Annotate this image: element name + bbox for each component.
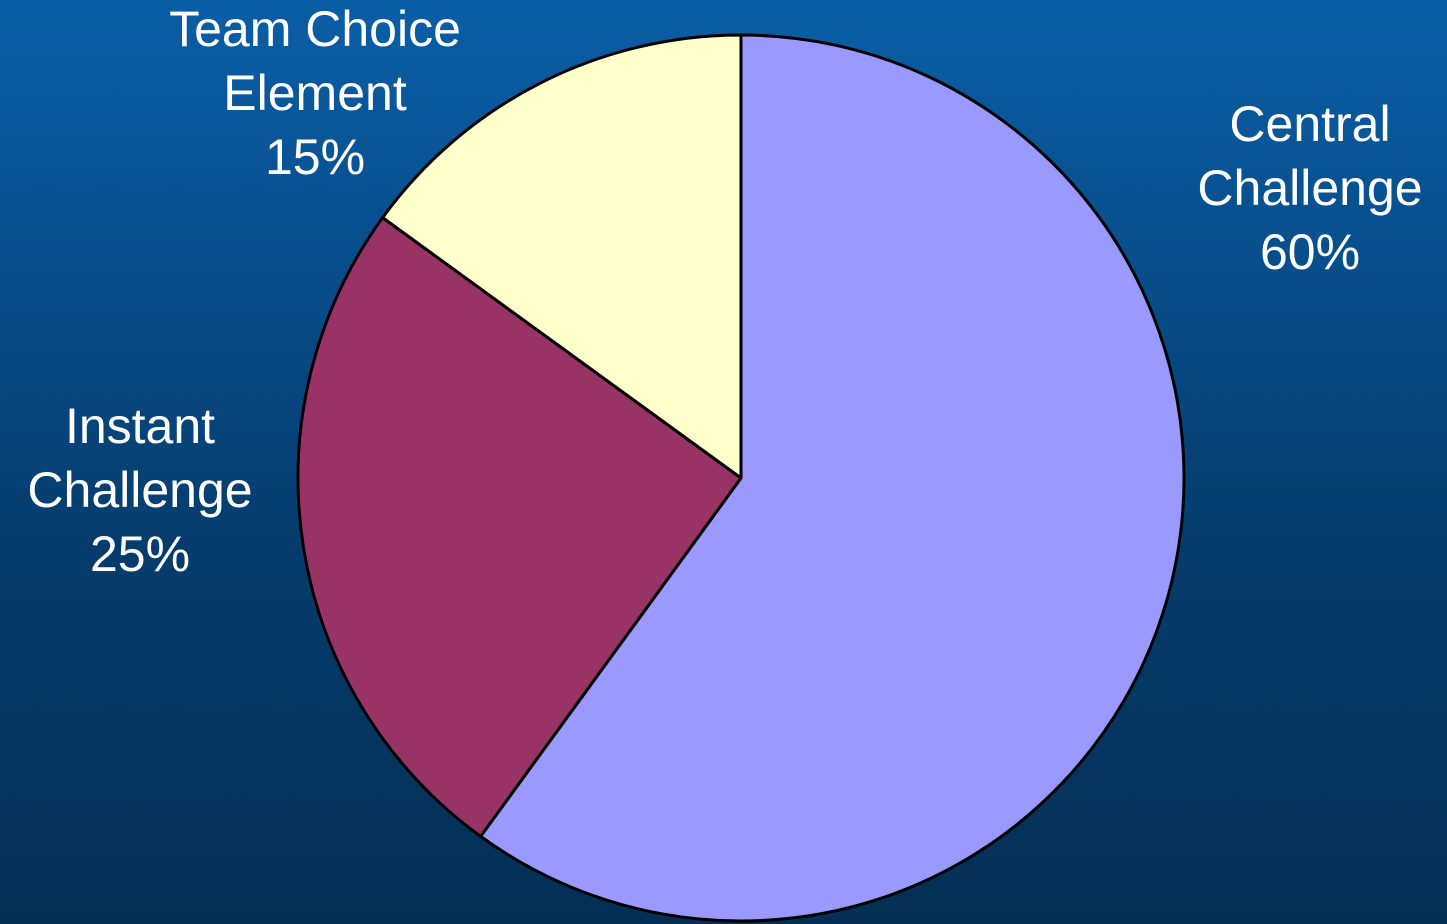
slice-value-label: 60% [1259,224,1361,280]
slice-label-line: Challenge [1197,160,1423,216]
slice-value-label: 25% [89,526,191,582]
slice-label-instant-challenge: Instant Challenge 25% [0,394,315,586]
slice-label-line: Challenge [27,462,253,518]
slice-label-line: Instant [64,398,216,454]
slice-label-central-challenge: Central Challenge 60% [1135,92,1447,284]
pie-slices [296,33,1186,923]
slice-label-line: Element [223,65,407,121]
pie-slice-team-choice-element [381,33,743,480]
pie-slice-central-challenge [479,33,1186,923]
slice-label-line: Central [1229,96,1391,152]
slice-value-label: 15% [264,129,366,185]
slice-label-line: Team Choice [169,1,461,57]
slice-label-team-choice-element: Team Choice Element 15% [140,0,490,189]
pie-slice-instant-challenge [296,216,743,838]
